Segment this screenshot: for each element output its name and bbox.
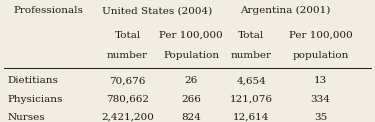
Text: Total: Total [238, 30, 264, 40]
Text: 35: 35 [314, 113, 327, 122]
Text: Dietitians: Dietitians [8, 76, 59, 85]
Text: Population: Population [163, 51, 219, 60]
Text: Total: Total [114, 30, 141, 40]
Text: 4,654: 4,654 [236, 76, 266, 85]
Text: 26: 26 [184, 76, 198, 85]
Text: 70,676: 70,676 [110, 76, 146, 85]
Text: number: number [231, 51, 272, 60]
Text: United States (2004): United States (2004) [102, 6, 213, 15]
Text: 13: 13 [314, 76, 327, 85]
Text: 824: 824 [182, 113, 201, 122]
Text: 780,662: 780,662 [106, 95, 149, 104]
Text: Per 100,000: Per 100,000 [289, 30, 352, 40]
Text: population: population [292, 51, 349, 60]
Text: 12,614: 12,614 [233, 113, 269, 122]
Text: Per 100,000: Per 100,000 [159, 30, 223, 40]
Text: 121,076: 121,076 [230, 95, 273, 104]
Text: Argentina (2001): Argentina (2001) [240, 6, 330, 15]
Text: Professionals: Professionals [14, 6, 84, 15]
Text: number: number [107, 51, 148, 60]
Text: Physicians: Physicians [8, 95, 63, 104]
Text: Nurses: Nurses [8, 113, 45, 122]
Text: 334: 334 [310, 95, 331, 104]
Text: 2,421,200: 2,421,200 [101, 113, 154, 122]
Text: 266: 266 [182, 95, 201, 104]
